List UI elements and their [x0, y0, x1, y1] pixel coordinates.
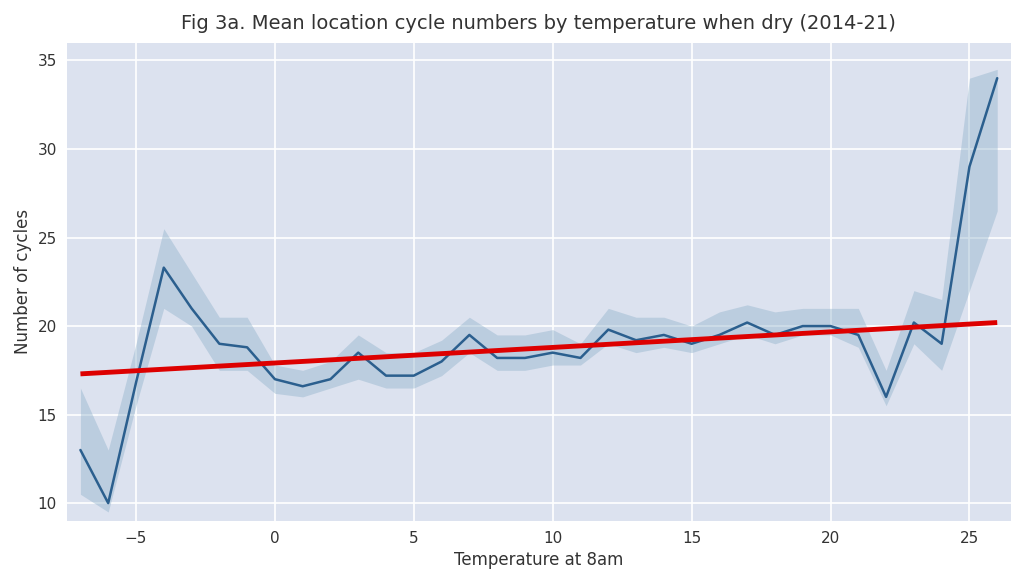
Y-axis label: Number of cycles: Number of cycles — [14, 209, 32, 354]
X-axis label: Temperature at 8am: Temperature at 8am — [454, 551, 623, 569]
Title: Fig 3a. Mean location cycle numbers by temperature when dry (2014-21): Fig 3a. Mean location cycle numbers by t… — [181, 14, 896, 33]
